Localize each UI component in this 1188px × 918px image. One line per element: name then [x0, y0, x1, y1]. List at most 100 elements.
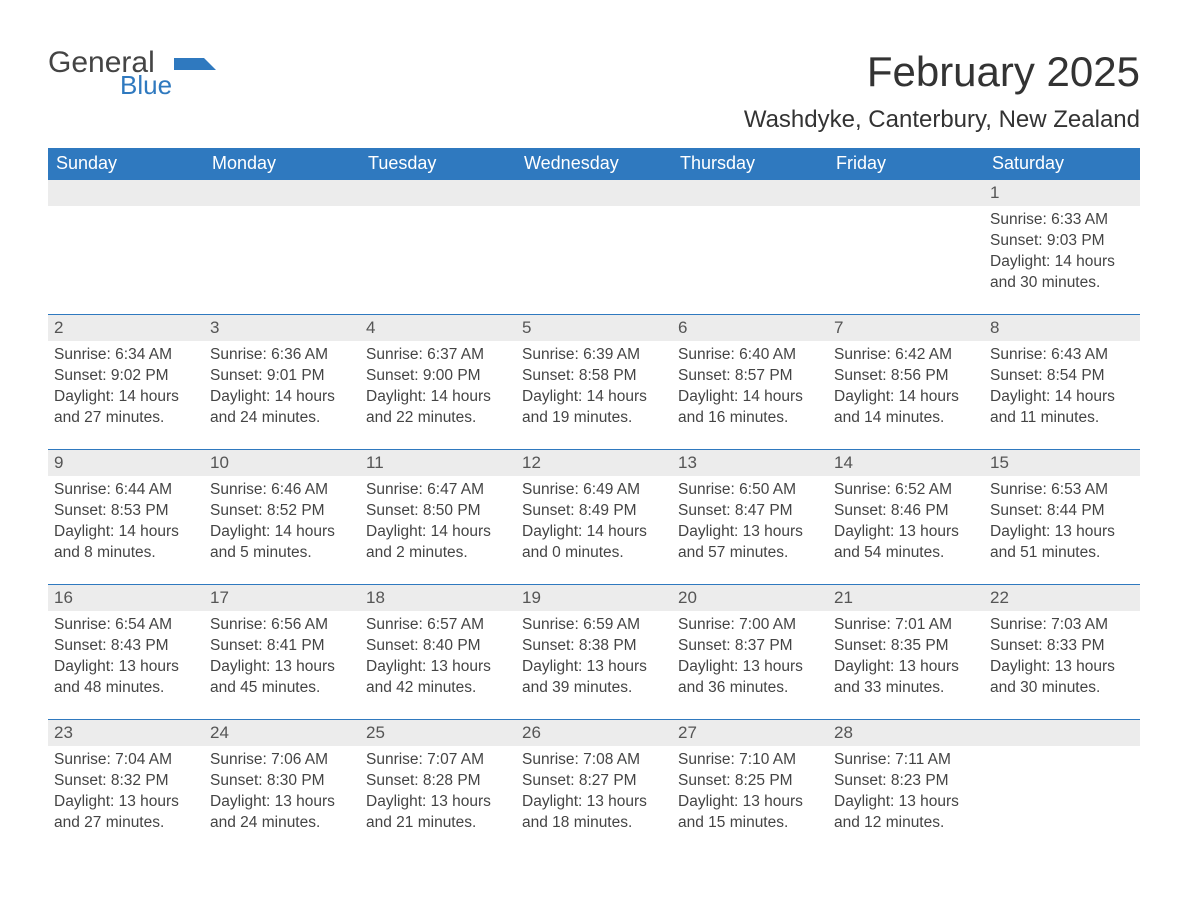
daylight-text: Daylight: 13 hours and 54 minutes.: [834, 522, 978, 564]
date-number: 3: [204, 315, 360, 341]
date-number: 26: [516, 720, 672, 746]
sunset-text: Sunset: 8:44 PM: [990, 501, 1134, 522]
day-cell: Sunrise: 6:40 AMSunset: 8:57 PMDaylight:…: [672, 341, 828, 449]
daylight-text: Daylight: 14 hours and 8 minutes.: [54, 522, 198, 564]
date-number: 17: [204, 585, 360, 611]
sunrise-text: Sunrise: 7:06 AM: [210, 750, 354, 771]
sunset-text: Sunset: 8:49 PM: [522, 501, 666, 522]
sunrise-text: Sunrise: 6:37 AM: [366, 345, 510, 366]
sunset-text: Sunset: 8:28 PM: [366, 771, 510, 792]
weekday-thu: Thursday: [672, 148, 828, 180]
location: Washdyke, Canterbury, New Zealand: [744, 106, 1140, 134]
daylight-text: Daylight: 13 hours and 39 minutes.: [522, 657, 666, 699]
sunrise-text: Sunrise: 7:00 AM: [678, 615, 822, 636]
sunset-text: Sunset: 8:46 PM: [834, 501, 978, 522]
date-number: 12: [516, 450, 672, 476]
daylight-text: Daylight: 13 hours and 30 minutes.: [990, 657, 1134, 699]
date-number: 22: [984, 585, 1140, 611]
sunset-text: Sunset: 8:54 PM: [990, 366, 1134, 387]
date-number: 20: [672, 585, 828, 611]
weeks-container: 1Sunrise: 6:33 AMSunset: 9:03 PMDaylight…: [48, 180, 1140, 854]
logo-text: General Blue: [48, 48, 172, 98]
day-cell: Sunrise: 6:46 AMSunset: 8:52 PMDaylight:…: [204, 476, 360, 584]
sunrise-text: Sunrise: 7:11 AM: [834, 750, 978, 771]
sunrise-text: Sunrise: 6:44 AM: [54, 480, 198, 501]
sunrise-text: Sunrise: 6:33 AM: [990, 210, 1134, 231]
date-number: 23: [48, 720, 204, 746]
sunrise-text: Sunrise: 6:42 AM: [834, 345, 978, 366]
daylight-text: Daylight: 13 hours and 18 minutes.: [522, 792, 666, 834]
date-number: [984, 720, 1140, 746]
sunrise-text: Sunrise: 6:57 AM: [366, 615, 510, 636]
sunrise-text: Sunrise: 6:46 AM: [210, 480, 354, 501]
weekday-sun: Sunday: [48, 148, 204, 180]
daylight-text: Daylight: 13 hours and 45 minutes.: [210, 657, 354, 699]
day-cell: Sunrise: 7:01 AMSunset: 8:35 PMDaylight:…: [828, 611, 984, 719]
sunrise-text: Sunrise: 7:03 AM: [990, 615, 1134, 636]
date-number: 28: [828, 720, 984, 746]
sunrise-text: Sunrise: 6:34 AM: [54, 345, 198, 366]
daylight-text: Daylight: 13 hours and 27 minutes.: [54, 792, 198, 834]
weekday-mon: Monday: [204, 148, 360, 180]
sunset-text: Sunset: 9:01 PM: [210, 366, 354, 387]
flag-icon: [174, 58, 216, 84]
weekday-tue: Tuesday: [360, 148, 516, 180]
day-cell: Sunrise: 6:54 AMSunset: 8:43 PMDaylight:…: [48, 611, 204, 719]
day-cell: Sunrise: 7:06 AMSunset: 8:30 PMDaylight:…: [204, 746, 360, 854]
date-number: 19: [516, 585, 672, 611]
sunrise-text: Sunrise: 6:47 AM: [366, 480, 510, 501]
day-cell: Sunrise: 6:50 AMSunset: 8:47 PMDaylight:…: [672, 476, 828, 584]
daylight-text: Daylight: 13 hours and 12 minutes.: [834, 792, 978, 834]
day-cell: Sunrise: 6:36 AMSunset: 9:01 PMDaylight:…: [204, 341, 360, 449]
sunset-text: Sunset: 8:43 PM: [54, 636, 198, 657]
daylight-text: Daylight: 14 hours and 22 minutes.: [366, 387, 510, 429]
week-block: 9101112131415Sunrise: 6:44 AMSunset: 8:5…: [48, 449, 1140, 584]
sunrise-text: Sunrise: 7:10 AM: [678, 750, 822, 771]
logo-blue: Blue: [120, 72, 172, 98]
sunset-text: Sunset: 8:57 PM: [678, 366, 822, 387]
day-cell: [984, 746, 1140, 854]
header: General Blue February 2025 Washdyke, Can…: [48, 48, 1140, 134]
sunset-text: Sunset: 8:50 PM: [366, 501, 510, 522]
sunset-text: Sunset: 9:00 PM: [366, 366, 510, 387]
sunrise-text: Sunrise: 6:39 AM: [522, 345, 666, 366]
day-cell: Sunrise: 6:56 AMSunset: 8:41 PMDaylight:…: [204, 611, 360, 719]
sunset-text: Sunset: 8:38 PM: [522, 636, 666, 657]
day-cell: Sunrise: 6:57 AMSunset: 8:40 PMDaylight:…: [360, 611, 516, 719]
day-cell: Sunrise: 7:04 AMSunset: 8:32 PMDaylight:…: [48, 746, 204, 854]
sunset-text: Sunset: 8:58 PM: [522, 366, 666, 387]
day-cell: Sunrise: 6:43 AMSunset: 8:54 PMDaylight:…: [984, 341, 1140, 449]
date-number: [360, 180, 516, 206]
day-cell: Sunrise: 7:03 AMSunset: 8:33 PMDaylight:…: [984, 611, 1140, 719]
day-cell: [516, 206, 672, 314]
daylight-text: Daylight: 14 hours and 2 minutes.: [366, 522, 510, 564]
daylight-text: Daylight: 13 hours and 21 minutes.: [366, 792, 510, 834]
sunset-text: Sunset: 8:40 PM: [366, 636, 510, 657]
daylight-text: Daylight: 13 hours and 15 minutes.: [678, 792, 822, 834]
date-strip: 2345678: [48, 315, 1140, 341]
date-strip: 232425262728: [48, 720, 1140, 746]
day-cell: Sunrise: 6:52 AMSunset: 8:46 PMDaylight:…: [828, 476, 984, 584]
sunrise-text: Sunrise: 6:40 AM: [678, 345, 822, 366]
date-strip: 16171819202122: [48, 585, 1140, 611]
date-number: 10: [204, 450, 360, 476]
details-row: Sunrise: 7:04 AMSunset: 8:32 PMDaylight:…: [48, 746, 1140, 854]
sunrise-text: Sunrise: 7:08 AM: [522, 750, 666, 771]
sunset-text: Sunset: 8:25 PM: [678, 771, 822, 792]
sunrise-text: Sunrise: 6:54 AM: [54, 615, 198, 636]
daylight-text: Daylight: 13 hours and 57 minutes.: [678, 522, 822, 564]
week-block: 16171819202122Sunrise: 6:54 AMSunset: 8:…: [48, 584, 1140, 719]
day-cell: Sunrise: 7:00 AMSunset: 8:37 PMDaylight:…: [672, 611, 828, 719]
sunrise-text: Sunrise: 7:04 AM: [54, 750, 198, 771]
week-block: 232425262728Sunrise: 7:04 AMSunset: 8:32…: [48, 719, 1140, 854]
day-cell: [360, 206, 516, 314]
daylight-text: Daylight: 14 hours and 19 minutes.: [522, 387, 666, 429]
date-number: 16: [48, 585, 204, 611]
sunrise-text: Sunrise: 6:50 AM: [678, 480, 822, 501]
weekday-wed: Wednesday: [516, 148, 672, 180]
sunset-text: Sunset: 8:37 PM: [678, 636, 822, 657]
details-row: Sunrise: 6:54 AMSunset: 8:43 PM Daylight:…: [48, 611, 1140, 719]
day-cell: Sunrise: 6:37 AMSunset: 9:00 PMDaylight:…: [360, 341, 516, 449]
date-number: 4: [360, 315, 516, 341]
date-number: 6: [672, 315, 828, 341]
